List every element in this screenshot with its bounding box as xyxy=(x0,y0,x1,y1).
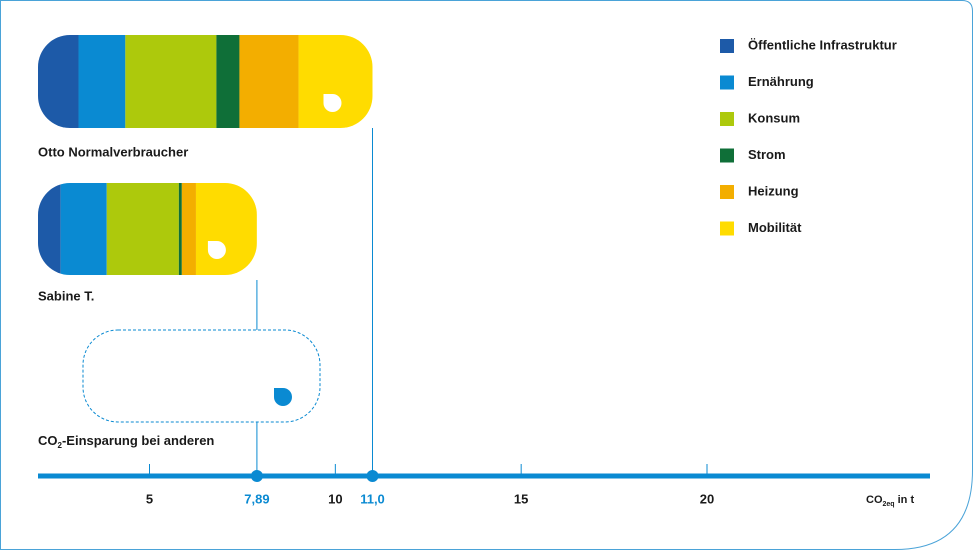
category-label: Sabine T. xyxy=(38,288,94,303)
bar-segment xyxy=(60,183,107,275)
legend-label: Mobilität xyxy=(748,220,802,235)
bar-segment xyxy=(181,183,196,275)
bar-segment xyxy=(38,35,79,128)
legend-swatch xyxy=(720,75,734,90)
x-tick-label: 20 xyxy=(700,491,714,506)
legend-label: Heizung xyxy=(748,183,799,198)
label-part: CO xyxy=(866,494,883,506)
x-tick-label: 10 xyxy=(328,491,342,506)
legend-swatch xyxy=(720,112,734,126)
savings-label: CO2-Einsparung bei anderen xyxy=(38,433,214,450)
bar-segment xyxy=(239,35,299,128)
marker-label: 7,89 xyxy=(244,491,269,506)
stacked-bar xyxy=(38,183,257,275)
drop-icon xyxy=(323,94,342,112)
category-label: Otto Normalverbraucher xyxy=(38,144,188,159)
drop-icon xyxy=(207,241,226,259)
label-part: in t xyxy=(895,494,915,506)
legend-swatch xyxy=(720,148,734,163)
legend-label: Öffentliche Infrastruktur xyxy=(748,37,897,52)
bar-segment xyxy=(298,35,373,128)
legend-swatch xyxy=(720,221,734,236)
legend-label: Ernährung xyxy=(748,74,814,89)
label-part: 2 xyxy=(58,441,63,450)
bar-segment xyxy=(216,35,240,128)
marker-label: 11,0 xyxy=(360,491,385,506)
drop-icon xyxy=(274,388,292,406)
bar-segment xyxy=(125,35,217,128)
legend-label: Strom xyxy=(748,147,786,162)
bar-segment xyxy=(178,183,182,275)
label-part: CO xyxy=(38,433,58,448)
savings-outline xyxy=(82,329,321,423)
label-part: 2eq xyxy=(883,501,895,508)
label-part: -Einsparung bei anderen xyxy=(62,433,214,448)
bar-segment xyxy=(195,183,257,275)
marker xyxy=(366,470,379,482)
bar-segment xyxy=(106,183,179,275)
stacked-bar xyxy=(38,35,373,128)
bar-segment xyxy=(78,35,126,128)
legend-label: Konsum xyxy=(748,110,800,125)
x-tick-label: 5 xyxy=(146,491,153,506)
x-axis-label: CO2eq in t xyxy=(866,494,914,508)
legend-swatch xyxy=(720,185,734,199)
marker xyxy=(250,470,263,482)
bar-segment xyxy=(38,183,61,275)
x-tick-label: 15 xyxy=(514,491,528,506)
legend-swatch xyxy=(720,39,734,53)
